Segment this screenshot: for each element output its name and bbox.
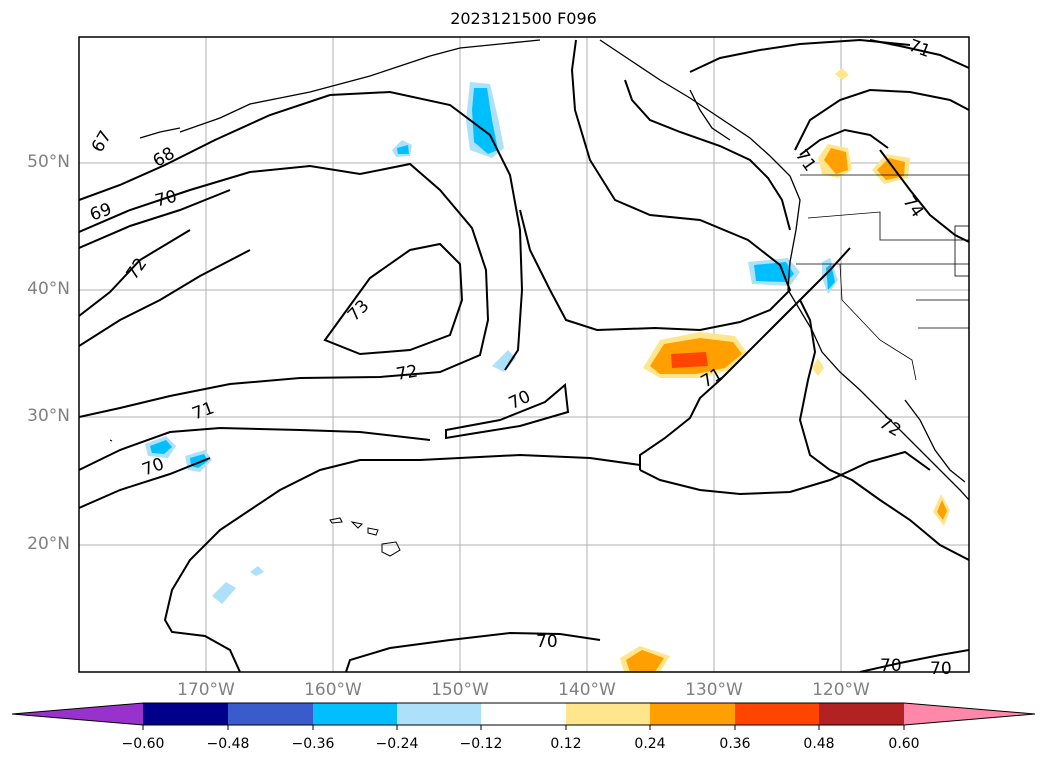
orange-patch [835, 68, 849, 80]
colorbar-extend-high [904, 703, 1035, 725]
contour-label: 70 [930, 659, 952, 679]
blue-patch [754, 262, 794, 282]
contour-label: 70 [536, 632, 558, 652]
lon-label: 170°W [177, 680, 235, 700]
colorbar-segment [819, 703, 904, 725]
colorbar-tick-label: 0.12 [550, 736, 582, 752]
orange-patch [937, 500, 947, 520]
colorbar-segment [313, 703, 397, 725]
lon-label: 150°W [431, 680, 489, 700]
map-border [78, 36, 970, 673]
colorbar-tick-label: −0.24 [375, 736, 419, 752]
colorbar-extend-low [12, 703, 143, 725]
blue-patch [212, 582, 236, 604]
lon-label: 160°W [304, 680, 362, 700]
colorbar-tick-label: 0.24 [634, 736, 666, 752]
lat-label: 40°N [27, 279, 70, 299]
blue-patch [150, 440, 172, 454]
colorbar-segment [481, 703, 566, 725]
colorbar-tick-label: −0.36 [291, 736, 335, 752]
shaded-anomalies [145, 68, 950, 672]
lon-label: 130°W [685, 680, 743, 700]
colorbar-segment [228, 703, 313, 725]
colorbar-tick-label: 0.36 [719, 736, 751, 752]
colorbar-segment [143, 703, 228, 725]
orange-patch [626, 650, 664, 672]
lon-label: 140°W [558, 680, 616, 700]
islands [109, 439, 401, 557]
colorbar-tick-label: 0.48 [803, 736, 835, 752]
colorbar-segment [735, 703, 819, 725]
political-borders [796, 174, 969, 381]
blue-patch [397, 145, 409, 154]
colorbar [11, 702, 1036, 730]
colorbar-segment [397, 703, 481, 725]
lat-label: 30°N [27, 406, 70, 426]
contour-lines [79, 38, 969, 672]
contour-label: 72 [395, 361, 420, 384]
blue-patch [250, 566, 264, 576]
contour-label: 70 [880, 656, 902, 676]
colorbar-segment [566, 703, 650, 725]
map-title: 2023121500 F096 [450, 9, 597, 28]
orange-patch [671, 352, 708, 368]
blue-patch [492, 350, 516, 372]
colorbar-tick-label: 0.60 [888, 736, 920, 752]
lon-label: 120°W [812, 680, 870, 700]
colorbar-segment [650, 703, 735, 725]
lat-label: 20°N [27, 534, 70, 554]
coastlines [139, 39, 969, 501]
lat-label: 50°N [27, 152, 70, 172]
map-frame [79, 37, 969, 672]
colorbar-tick-label: −0.60 [121, 736, 165, 752]
orange-patch [824, 148, 848, 174]
colorbar-tick-label: −0.12 [459, 736, 503, 752]
colorbar-tick-label: −0.48 [206, 736, 250, 752]
orange-patch [812, 358, 824, 376]
